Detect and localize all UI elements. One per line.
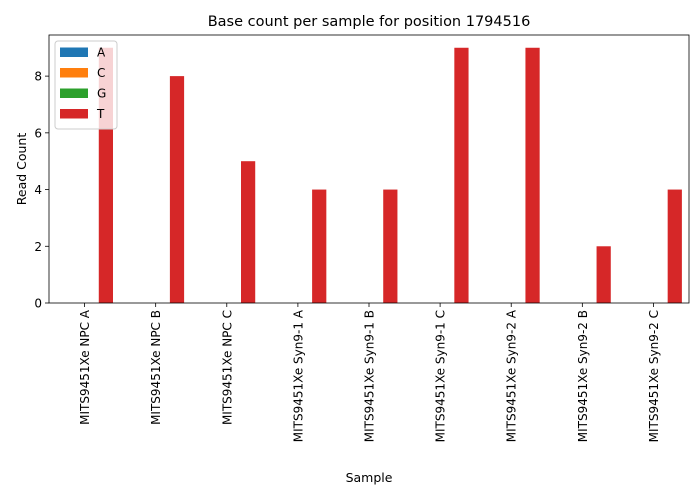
y-axis: 0 2 4 6 8 — [34, 70, 49, 311]
legend-label-t: T — [96, 107, 105, 121]
y-tick-label: 4 — [34, 183, 42, 197]
x-tick-label: MITS9451Xe NPC A — [78, 309, 92, 425]
bar-t-8 — [596, 246, 611, 303]
x-tick-label: MITS9451Xe Syn9-1 B — [363, 310, 377, 442]
y-tick-label: 6 — [34, 126, 42, 140]
x-tick-label: MITS9451Xe Syn9-1 A — [291, 309, 305, 442]
x-tick-label: MITS9451Xe Syn9-2 A — [505, 309, 519, 442]
legend-swatch-t — [60, 109, 88, 119]
bar-t-9 — [667, 189, 682, 303]
y-axis-label: Read Count — [14, 133, 29, 206]
bar-t-7 — [525, 47, 540, 304]
legend-swatch-a — [60, 47, 88, 57]
bar-t-6 — [454, 47, 469, 304]
bar-t-3 — [241, 161, 256, 303]
y-tick-label: 8 — [34, 70, 42, 84]
legend-label-c: C — [97, 66, 105, 80]
y-tick-label: 0 — [34, 297, 42, 311]
x-tick-label: MITS9451Xe NPC B — [149, 310, 163, 425]
chart-title: Base count per sample for position 17945… — [208, 14, 531, 30]
x-tick-label: MITS9451Xe Syn9-1 C — [434, 310, 448, 442]
bar-t-5 — [383, 189, 398, 303]
legend-swatch-c — [60, 68, 88, 78]
x-axis-label: Sample — [346, 470, 393, 485]
x-tick-label: MITS9451Xe NPC C — [220, 310, 234, 425]
legend-label-a: A — [97, 46, 106, 60]
axes-frame — [48, 34, 690, 304]
bar-t-4 — [312, 189, 327, 303]
plot-area — [98, 47, 682, 304]
x-tick-label: MITS9451Xe Syn9-2 B — [576, 310, 590, 442]
x-tick-label: MITS9451Xe Syn9-2 C — [647, 310, 661, 442]
legend-swatch-g — [60, 88, 88, 98]
legend-box — [54, 40, 118, 130]
x-axis: MITS9451Xe NPC A MITS9451Xe NPC B MITS9451… — [78, 303, 661, 442]
y-tick-label: 2 — [34, 240, 42, 254]
bar-t-2 — [169, 76, 185, 304]
legend-label-g: G — [97, 87, 106, 101]
